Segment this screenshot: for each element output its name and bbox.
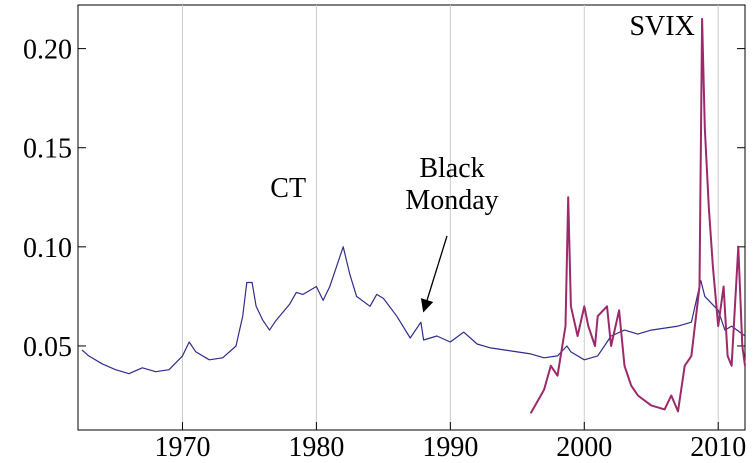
y-tick-label: 0.20 <box>23 35 72 66</box>
series-label: SVIX <box>629 11 694 42</box>
y-tick-label: 0.10 <box>23 233 72 264</box>
y-tick-label: 0.15 <box>23 134 72 165</box>
series-line <box>529 17 746 414</box>
series-line <box>81 246 746 375</box>
series-label: CT <box>270 173 306 204</box>
x-tick-label: 1980 <box>288 432 344 463</box>
annotation: Black Monday <box>405 153 499 216</box>
x-tick-label: 2010 <box>690 432 746 463</box>
x-tick-label: 2000 <box>556 432 612 463</box>
plot-frame <box>77 4 746 431</box>
y-tick-label: 0.05 <box>23 332 72 363</box>
x-tick-label: 1970 <box>154 432 210 463</box>
annotation-arrow <box>420 235 448 313</box>
x-tick-label: 1990 <box>422 432 478 463</box>
